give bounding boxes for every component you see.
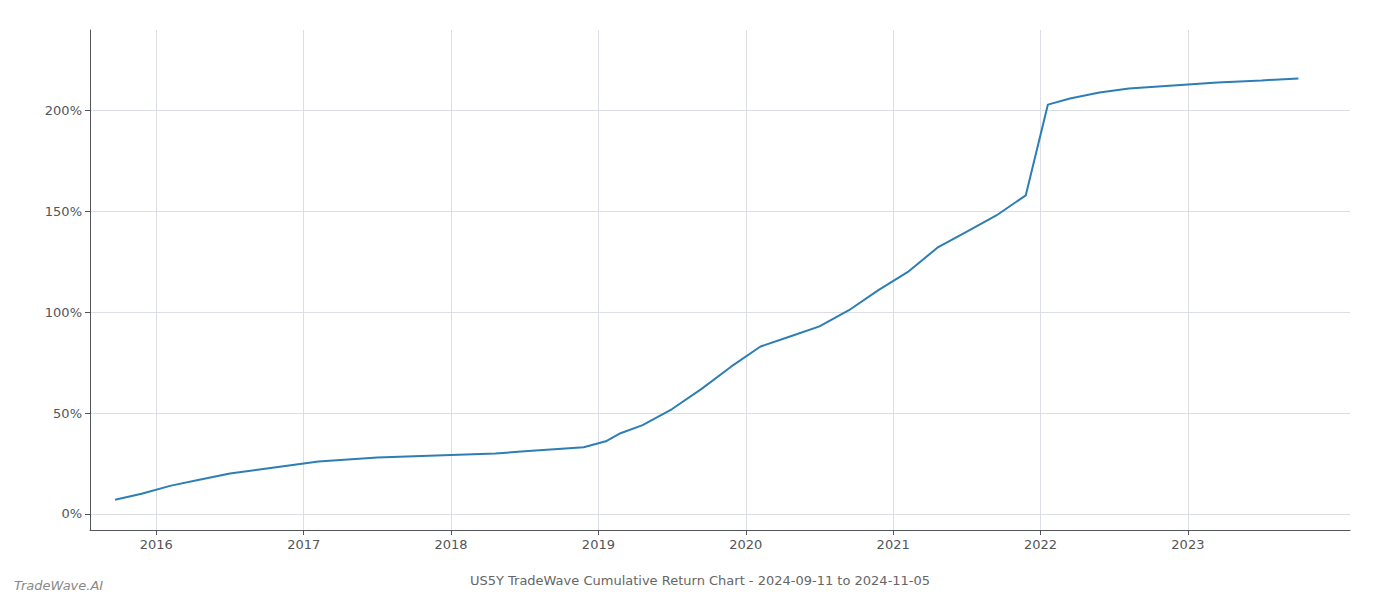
svg-text:2023: 2023 [1171,537,1204,552]
svg-text:2022: 2022 [1024,537,1057,552]
svg-text:TradeWave.AI: TradeWave.AI [14,578,103,593]
svg-text:50%: 50% [53,406,82,421]
svg-text:2017: 2017 [287,537,320,552]
svg-text:200%: 200% [45,103,82,118]
svg-text:100%: 100% [45,305,82,320]
svg-text:2016: 2016 [140,537,173,552]
svg-text:150%: 150% [45,204,82,219]
svg-text:2018: 2018 [435,537,468,552]
svg-text:2021: 2021 [877,537,910,552]
svg-text:2020: 2020 [729,537,762,552]
svg-text:0%: 0% [61,506,82,521]
svg-text:US5Y TradeWave Cumulative Retu: US5Y TradeWave Cumulative Return Chart -… [470,573,930,588]
svg-text:2019: 2019 [582,537,615,552]
